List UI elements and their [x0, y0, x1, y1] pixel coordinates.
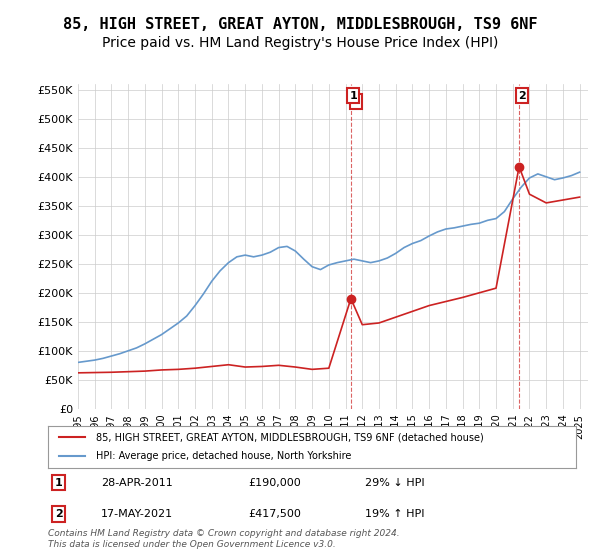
Text: 85, HIGH STREET, GREAT AYTON, MIDDLESBROUGH, TS9 6NF (detached house): 85, HIGH STREET, GREAT AYTON, MIDDLESBRO…	[95, 432, 483, 442]
Text: Contains HM Land Registry data © Crown copyright and database right 2024.
This d: Contains HM Land Registry data © Crown c…	[48, 529, 400, 549]
Text: 28-APR-2011: 28-APR-2011	[101, 478, 173, 488]
Text: 85, HIGH STREET, GREAT AYTON, MIDDLESBROUGH, TS9 6NF: 85, HIGH STREET, GREAT AYTON, MIDDLESBRO…	[63, 17, 537, 32]
Text: 2: 2	[518, 91, 526, 101]
Text: £417,500: £417,500	[248, 509, 302, 519]
Text: 1: 1	[352, 96, 360, 106]
Text: £190,000: £190,000	[248, 478, 301, 488]
Text: HPI: Average price, detached house, North Yorkshire: HPI: Average price, detached house, Nort…	[95, 451, 351, 461]
Text: 17-MAY-2021: 17-MAY-2021	[101, 509, 173, 519]
Text: Price paid vs. HM Land Registry's House Price Index (HPI): Price paid vs. HM Land Registry's House …	[102, 36, 498, 50]
Text: 29% ↓ HPI: 29% ↓ HPI	[365, 478, 424, 488]
Text: 1: 1	[55, 478, 62, 488]
Text: 1: 1	[350, 91, 357, 101]
Text: 19% ↑ HPI: 19% ↑ HPI	[365, 509, 424, 519]
Text: 2: 2	[55, 509, 62, 519]
